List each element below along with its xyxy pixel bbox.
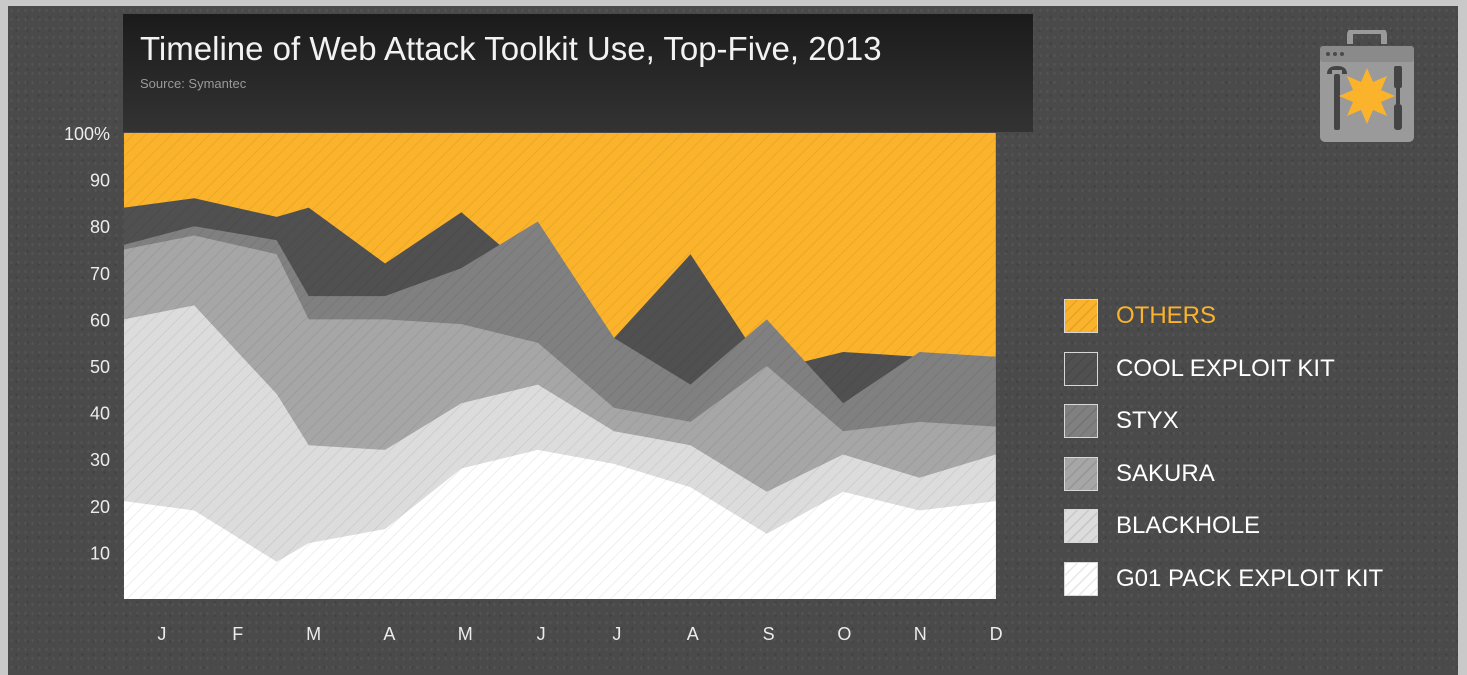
x-tick-label: O <box>837 624 851 644</box>
legend-label: OTHERS <box>1116 302 1216 330</box>
area-layers <box>124 133 996 599</box>
y-tick-label: 20 <box>90 497 110 517</box>
legend-swatch <box>1064 404 1098 438</box>
x-tick-label: M <box>306 624 321 644</box>
legend-label: COOL EXPLOIT KIT <box>1116 355 1335 383</box>
y-tick-label: 70 <box>90 264 110 284</box>
legend-item-others: OTHERS <box>1064 296 1444 336</box>
x-tick-label: J <box>612 624 621 644</box>
y-tick-label: 60 <box>90 310 110 330</box>
legend-swatch <box>1064 352 1098 386</box>
x-tick-label: M <box>458 624 473 644</box>
x-tick-label: D <box>990 624 1003 644</box>
legend-label: BLACKHOLE <box>1116 512 1260 540</box>
y-tick-label: 40 <box>90 404 110 424</box>
x-tick-label: F <box>232 624 243 644</box>
legend-swatch <box>1064 457 1098 491</box>
x-tick-label: A <box>383 624 395 644</box>
y-tick-label: 80 <box>90 217 110 237</box>
legend-swatch <box>1064 509 1098 543</box>
legend-item-blackhole: BLACKHOLE <box>1064 506 1444 546</box>
toolbox-icon <box>1312 30 1422 145</box>
x-tick-label: A <box>687 624 699 644</box>
legend-label: SAKURA <box>1116 460 1215 488</box>
y-tick-label: 50 <box>90 357 110 377</box>
y-axis: 100% 90 80 70 60 50 40 30 20 10 <box>64 124 110 563</box>
x-tick-label: J <box>157 624 166 644</box>
legend-item-cool-exploit-kit: COOL EXPLOIT KIT <box>1064 349 1444 389</box>
legend-label: G01 PACK EXPLOIT KIT <box>1116 565 1383 593</box>
x-tick-label: N <box>914 624 927 644</box>
y-tick-label: 90 <box>90 171 110 191</box>
x-tick-label: S <box>763 624 775 644</box>
legend-swatch <box>1064 562 1098 596</box>
y-tick-label: 30 <box>90 450 110 470</box>
legend-swatch <box>1064 299 1098 333</box>
legend-item-g01-pack-exploit-kit: G01 PACK EXPLOIT KIT <box>1064 559 1444 599</box>
legend-item-styx: STYX <box>1064 401 1444 441</box>
legend-label: STYX <box>1116 407 1179 435</box>
x-tick-label: J <box>537 624 546 644</box>
y-tick-label: 100% <box>64 124 110 144</box>
y-tick-label: 10 <box>90 543 110 563</box>
legend-item-sakura: SAKURA <box>1064 454 1444 494</box>
